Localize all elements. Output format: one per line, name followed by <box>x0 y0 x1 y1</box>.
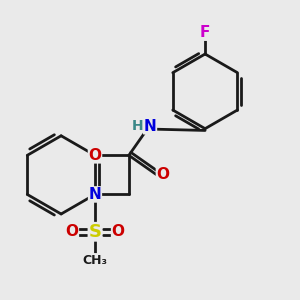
Text: O: O <box>88 148 101 163</box>
Text: N: N <box>88 187 101 202</box>
Text: N: N <box>144 119 156 134</box>
Text: O: O <box>112 224 124 239</box>
Text: F: F <box>200 25 210 40</box>
Text: S: S <box>88 223 101 241</box>
Text: CH₃: CH₃ <box>82 254 107 267</box>
Text: O: O <box>65 224 78 239</box>
Text: H: H <box>131 119 143 133</box>
Text: O: O <box>156 167 170 182</box>
